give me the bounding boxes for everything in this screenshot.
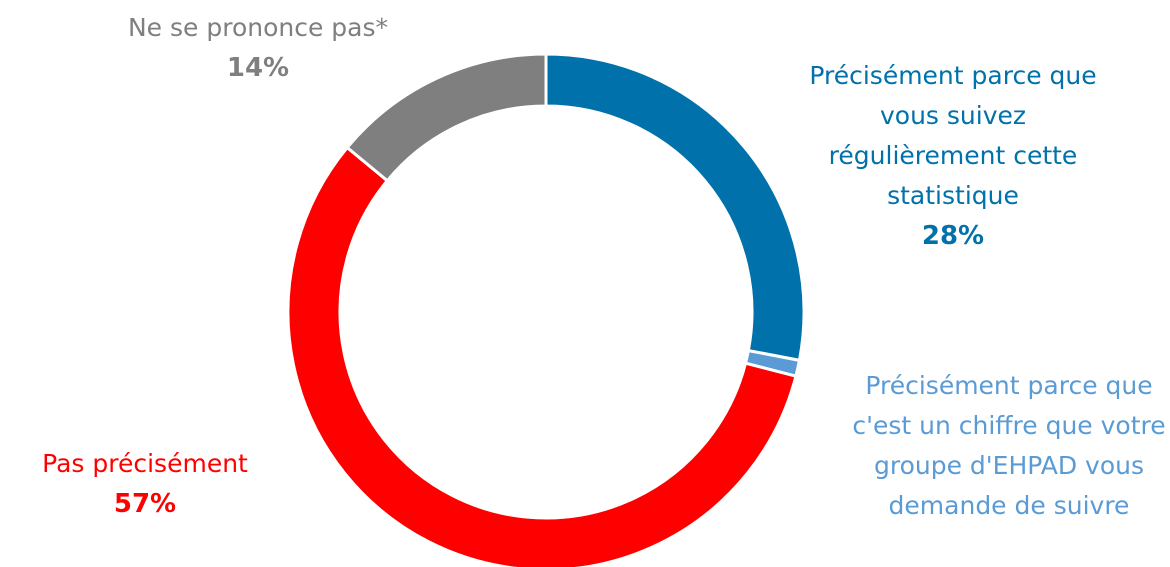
slice-label: Précisément parce que vous suivez réguli… [793, 56, 1113, 256]
category-label: Ne se prononce pas* [127, 13, 389, 42]
slice [345, 52, 548, 183]
category-label: Précisément parce que c'est un chiffre q… [852, 371, 1166, 520]
slice-label: Pas précisément 57% [0, 444, 290, 524]
slice [544, 52, 806, 363]
slice-label: Précisément parce que c'est un chiffre q… [848, 366, 1170, 526]
category-label: Précisément parce que vous suivez réguli… [809, 61, 1097, 210]
category-label: Pas précisément [42, 449, 248, 478]
slice [286, 145, 798, 567]
value-label: 57% [113, 489, 177, 519]
value-label: 28% [921, 221, 985, 251]
slice-label: Ne se prononce pas* 14% [78, 8, 438, 88]
value-label: 14% [226, 53, 290, 83]
